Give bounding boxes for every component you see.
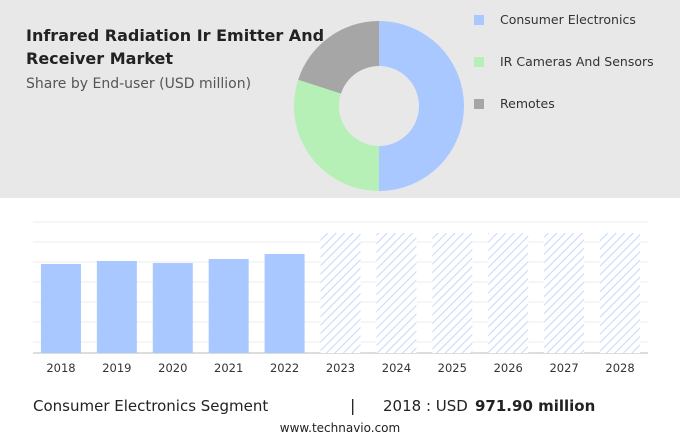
legend-label: Remotes	[500, 96, 555, 111]
x-tick-label: 2021	[214, 361, 243, 375]
x-tick-label: 2025	[438, 361, 467, 375]
forecast-bar	[432, 233, 473, 353]
bar	[40, 263, 81, 353]
legend-swatch	[474, 57, 484, 67]
bar	[152, 263, 193, 353]
donut-slice	[294, 79, 379, 191]
x-tick-label: 2020	[158, 361, 187, 375]
x-tick-label: 2019	[102, 361, 131, 375]
legend-swatch	[474, 99, 484, 109]
x-tick-label: 2022	[270, 361, 299, 375]
forecast-bar	[320, 233, 361, 353]
x-tick-label: 2024	[382, 361, 411, 375]
x-tick-label: 2023	[326, 361, 355, 375]
forecast-bar	[600, 233, 641, 353]
bar	[208, 259, 249, 353]
forecast-bar	[376, 233, 417, 353]
donut-slice	[379, 21, 464, 191]
legend-swatch	[474, 15, 484, 25]
x-tick-label: 2018	[46, 361, 75, 375]
footer-year: 2018 : USD	[383, 397, 468, 415]
bar	[264, 253, 305, 353]
legend-label: IR Cameras And Sensors	[500, 54, 654, 69]
x-tick-label: 2026	[494, 361, 523, 375]
chart-subtitle: Share by End-user (USD million)	[26, 76, 252, 92]
footer-segment: Consumer Electronics Segment	[33, 397, 268, 415]
footer-value: 971.90 million	[475, 397, 595, 415]
x-tick-label: 2028	[605, 361, 634, 375]
forecast-bar	[488, 233, 529, 353]
chart-title: Infrared Radiation Ir Emitter And Receiv…	[26, 26, 325, 68]
legend-label: Consumer Electronics	[500, 12, 636, 27]
footer-separator: |	[350, 396, 355, 415]
forecast-bar	[544, 233, 585, 353]
donut-slice	[298, 21, 379, 94]
bar	[96, 260, 137, 353]
x-tick-label: 2027	[549, 361, 578, 375]
footer-source: www.technavio.com	[280, 421, 400, 435]
